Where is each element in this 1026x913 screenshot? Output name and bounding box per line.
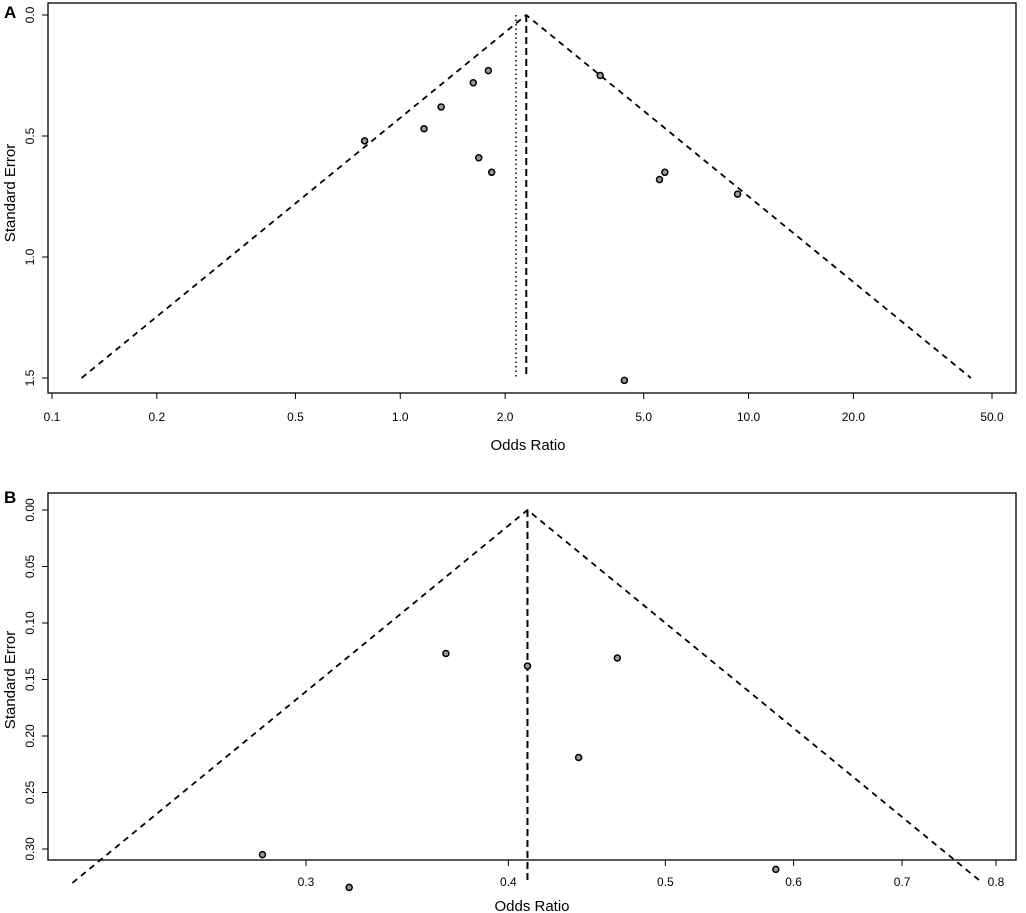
panel-a-study-point (437, 103, 445, 111)
panel-b-x-tick-label: 0.4 (500, 875, 517, 889)
panel-a-study-point (655, 175, 664, 184)
panel-a-marks (81, 13, 972, 385)
panel-a-study-point (620, 376, 629, 385)
panel-b-x-tick-label: 0.5 (657, 875, 674, 889)
panel-a-x-tick-label: 0.1 (44, 410, 61, 424)
panel-a-x-tick-label: 1.0 (392, 410, 409, 424)
panel-a-y-axis-title: Standard Error (2, 144, 19, 242)
panel-a-x-tick-label: 20.0 (842, 410, 866, 424)
panel-a-x-tick-label: 0.5 (287, 410, 304, 424)
panel-b-study-point (613, 654, 622, 662)
panel-a-study-point (469, 79, 478, 87)
panel-a-study-point (733, 190, 742, 198)
panel-a-y-tick-label: 1.0 (23, 248, 37, 265)
panel-b: B 0.3 0.4 0.5 0.6 0.7 0.8 0.00 0.05 0.10 0.15 0.2… (2, 488, 1017, 913)
panel-a-y-axis: 0.0 0.5 1.0 1.5 (23, 6, 48, 386)
panel-a-y-tick-label: 0.0 (23, 6, 37, 23)
panel-a-study-point (360, 137, 369, 145)
panel-b-plot-frame (47, 492, 1017, 861)
panel-a-x-axis-title: Odds Ratio (490, 437, 565, 454)
panel-a-x-axis: 0.1 0.2 0.5 1.0 2.0 5.0 10.0 20.0 50.0 (44, 393, 1004, 424)
panel-a-label: A (4, 3, 16, 22)
panel-b-x-tick-label: 0.3 (298, 875, 315, 889)
panel-b-y-tick-label: 0.15 (23, 667, 37, 691)
panel-b-y-tick-label: 0.10 (23, 611, 37, 635)
panel-a-study-point (484, 66, 493, 75)
panel-a-plot-frame (47, 2, 1017, 394)
panel-a-study-point (596, 71, 604, 80)
panel-b-x-tick-label: 0.6 (785, 875, 802, 889)
panel-b-study-point (772, 865, 780, 874)
panel-b-study-point (523, 662, 532, 670)
panel-a-study-point (420, 124, 428, 133)
panel-b-y-tick-label: 0.20 (23, 724, 37, 748)
panel-b-y-tick-label: 0.00 (23, 498, 37, 522)
panel-b-x-axis-title: Odds Ratio (494, 898, 569, 913)
panel-b-x-axis: 0.3 0.4 0.5 0.6 0.7 0.8 (298, 860, 1005, 889)
panel-a-study-point (487, 168, 496, 177)
panel-b-y-axis: 0.00 0.05 0.10 0.15 0.20 0.25 0.30 (23, 498, 48, 861)
panel-a-y-tick-label: 0.5 (23, 127, 37, 144)
panel-b-label: B (4, 488, 16, 507)
panel-b-x-tick-label: 0.7 (894, 875, 911, 889)
panel-a: A 0.1 0.2 0.5 1.0 2.0 5.0 10.0 20.0 50.0 0.0 0.5 1… (2, 2, 1017, 454)
panel-a-x-tick-label: 10.0 (737, 410, 761, 424)
panel-b-study-point (345, 883, 353, 892)
panel-b-study-point (258, 850, 267, 859)
panel-b-study-point (442, 649, 450, 658)
panel-a-y-tick-label: 1.5 (23, 369, 37, 386)
panel-b-y-tick-label: 0.25 (23, 780, 37, 804)
panel-b-x-tick-label: 0.8 (988, 875, 1005, 889)
panel-b-y-tick-label: 0.05 (23, 554, 37, 578)
panel-a-x-tick-label: 50.0 (980, 410, 1004, 424)
panel-b-y-axis-title: Standard Error (2, 631, 19, 729)
panel-a-x-tick-label: 2.0 (497, 410, 514, 424)
panel-b-study-point (574, 753, 583, 762)
panel-a-x-tick-label: 5.0 (635, 410, 652, 424)
panel-b-marks (71, 508, 984, 892)
panel-a-study-point (475, 154, 483, 162)
panel-a-study-point (661, 168, 669, 177)
panel-b-y-tick-label: 0.30 (23, 837, 37, 861)
panel-a-x-tick-label: 0.2 (148, 410, 165, 424)
